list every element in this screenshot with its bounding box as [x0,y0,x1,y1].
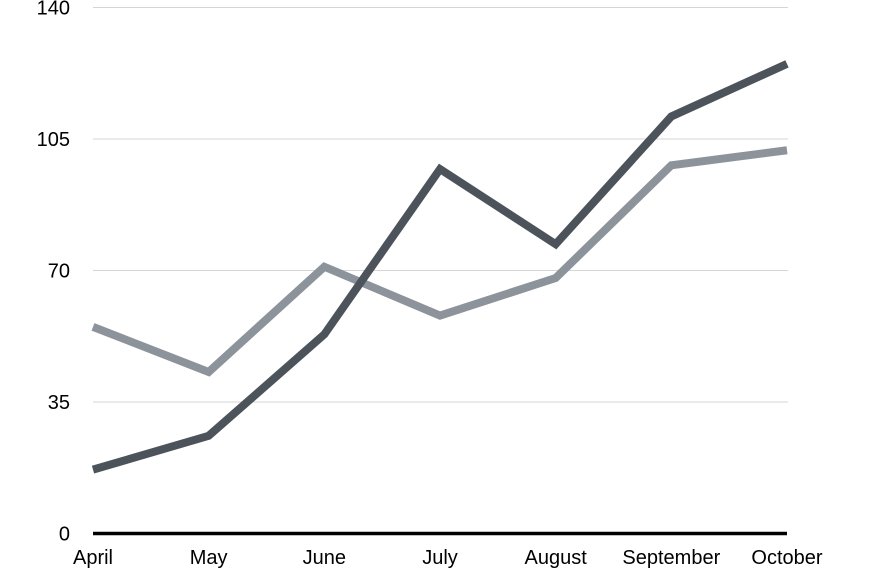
series-dark-gray-line [91,60,789,474]
x-axis-label-august: August [525,547,588,569]
y-axis-tick-labels: 140 105 70 35 0 [37,0,70,546]
gridlines [93,7,788,403]
series-lines [91,60,789,474]
y-tick-label-0: 0 [59,524,70,546]
y-tick-label-105: 105 [37,129,70,151]
x-axis-label-september: September [622,547,720,569]
x-axis-label-june: June [303,547,346,569]
series-light-gray-line [91,146,788,377]
x-axis-label-july: July [422,547,458,569]
y-tick-label-70: 70 [48,261,70,283]
x-axis-category-labels: April May June July August September Oct… [73,547,823,569]
x-axis-label-april: April [73,547,113,569]
y-tick-label-35: 35 [48,392,70,414]
x-axis-label-october: October [751,547,822,569]
x-axis-label-may: May [190,547,228,569]
y-tick-label-140: 140 [37,0,70,20]
